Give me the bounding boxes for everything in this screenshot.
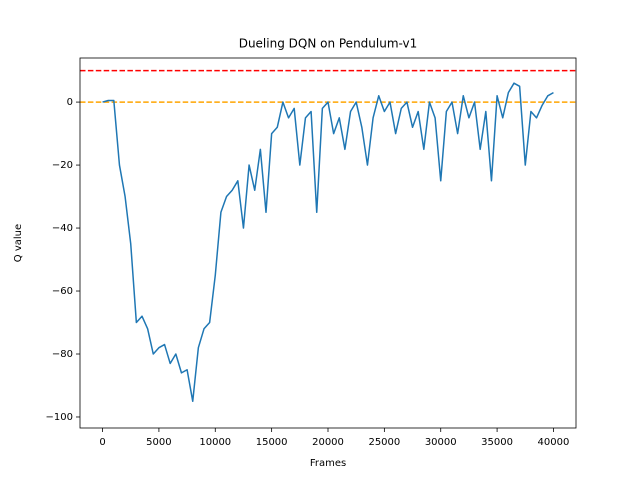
data-line bbox=[102, 82, 554, 402]
x-tick-label: 30000 bbox=[425, 437, 457, 448]
y-tick-label: −60 bbox=[52, 286, 73, 297]
x-tick-label: 25000 bbox=[368, 437, 400, 448]
x-tick-label: 35000 bbox=[481, 437, 513, 448]
x-axis-label: Frames bbox=[310, 458, 346, 469]
y-tick-label: −100 bbox=[46, 412, 73, 423]
plot-frame bbox=[79, 57, 577, 429]
y-tick-label: −40 bbox=[52, 223, 73, 234]
y-tick-label: −80 bbox=[52, 349, 73, 360]
chart-title: Dueling DQN on Pendulum-v1 bbox=[239, 37, 418, 51]
x-tick-label: 20000 bbox=[312, 437, 344, 448]
x-tick-label: 40000 bbox=[538, 437, 570, 448]
x-tick-label: 5000 bbox=[146, 437, 171, 448]
x-tick-label: 0 bbox=[99, 437, 105, 448]
x-tick-label: 15000 bbox=[256, 437, 288, 448]
y-tick-label: 0 bbox=[67, 97, 73, 108]
y-tick-label: −20 bbox=[52, 160, 73, 171]
y-axis-label: Q value bbox=[13, 224, 24, 262]
x-tick-label: 10000 bbox=[199, 437, 231, 448]
